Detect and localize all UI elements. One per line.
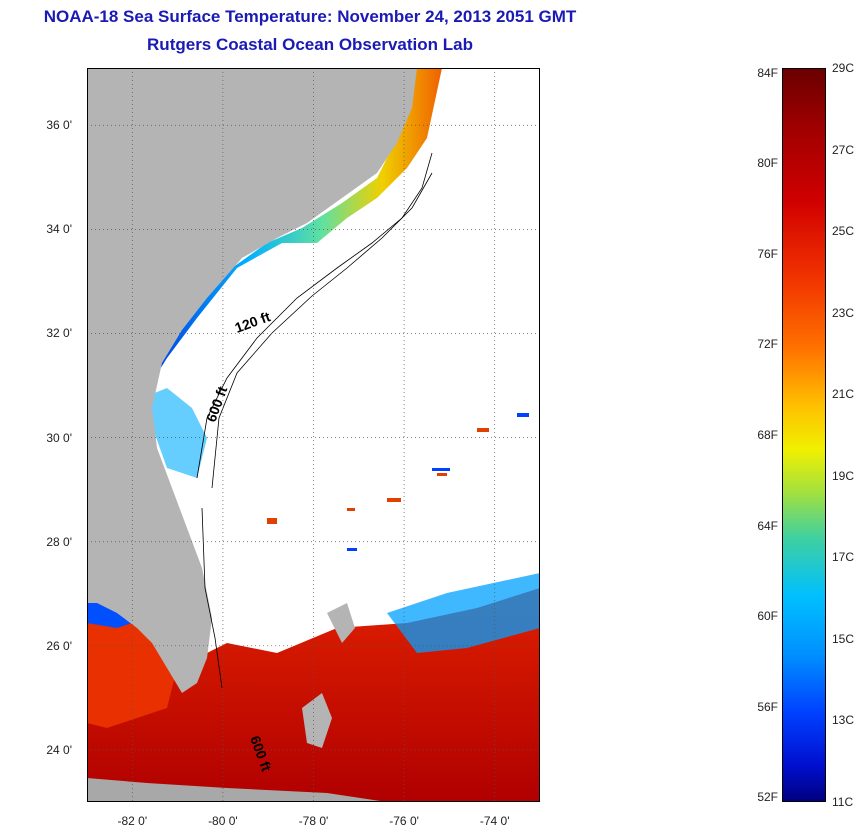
lat-tick-label: 32 0' bbox=[46, 326, 72, 341]
colorbar-f-label: 80F bbox=[757, 156, 778, 171]
colorbar-c-label: 13C bbox=[832, 713, 855, 728]
contour-600ft bbox=[211, 172, 433, 489]
colorbar-f-label: 64F bbox=[757, 518, 778, 533]
contour-florida bbox=[201, 507, 223, 689]
colorbar-c-label: 23C bbox=[832, 305, 855, 320]
temperature-colorbar bbox=[782, 68, 826, 802]
land-cuba bbox=[87, 778, 387, 802]
colorbar-f-label: 56F bbox=[757, 699, 778, 714]
land-us-southeast bbox=[87, 68, 417, 693]
lon-tick-label: -74 0' bbox=[479, 814, 510, 828]
map-frame bbox=[87, 68, 540, 802]
colorbar-c-label: 29C bbox=[832, 61, 855, 75]
map-title: NOAA-18 Sea Surface Temperature: Novembe… bbox=[43, 7, 577, 26]
lat-tick-label: 34 0' bbox=[46, 222, 72, 237]
shelf-south bbox=[142, 388, 207, 478]
colorbar-c-label: 19C bbox=[832, 468, 855, 483]
colorbar-f-label: 60F bbox=[757, 609, 778, 624]
offshore-patches bbox=[267, 428, 489, 524]
colorbar-f-label: 52F bbox=[757, 790, 778, 805]
colorbar-c-label: 27C bbox=[832, 142, 855, 157]
sst-map: 120 ft 600 ft 600 ft bbox=[87, 68, 540, 802]
lon-tick-label: -76 0' bbox=[389, 814, 419, 828]
lat-tick-label: 30 0' bbox=[46, 430, 72, 445]
lon-tick-label: -78 0' bbox=[298, 814, 329, 828]
lat-tick-label: 28 0' bbox=[46, 534, 72, 549]
colorbar-c-label: 17C bbox=[832, 550, 855, 565]
colorbar-f-label: 72F bbox=[757, 337, 778, 352]
map-subtitle: Rutgers Coastal Ocean Observation Lab bbox=[147, 35, 473, 54]
lon-tick-label: -80 0' bbox=[208, 814, 238, 828]
colorbar-c-label: 15C bbox=[832, 631, 855, 646]
offshore-cold-patches bbox=[347, 413, 529, 551]
colorbar-c-label: 25C bbox=[832, 224, 855, 239]
cool-band-east bbox=[387, 573, 540, 653]
land-bahamas-abaco bbox=[327, 603, 355, 643]
colorbar-c-label: 11C bbox=[832, 795, 854, 809]
contour-120ft bbox=[196, 152, 433, 479]
lat-tick-label: 36 0' bbox=[46, 118, 72, 133]
lon-tick-label: -82 0' bbox=[117, 814, 148, 828]
colorbar-f-label: 84F bbox=[757, 65, 778, 80]
colorbar-f-label: 76F bbox=[757, 246, 778, 261]
colorbar-c-label: 21C bbox=[832, 387, 855, 402]
colorbar-f-label: 68F bbox=[757, 428, 778, 442]
shelf-water-band bbox=[142, 68, 442, 398]
lat-tick-label: 26 0' bbox=[46, 638, 72, 653]
lat-tick-label: 24 0' bbox=[46, 742, 72, 757]
land-bahamas-andros bbox=[302, 693, 332, 748]
